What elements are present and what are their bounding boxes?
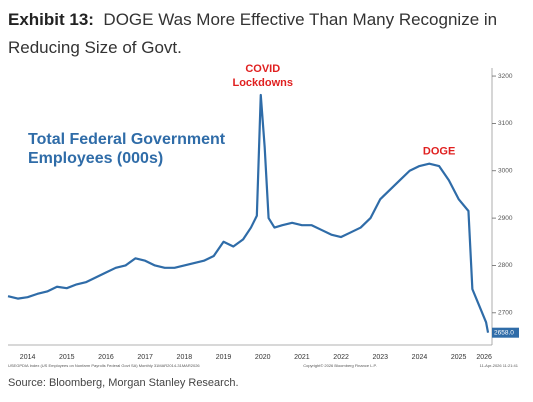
value-label: 2658.0: [494, 329, 514, 336]
annotation: DOGE: [423, 146, 455, 158]
y-tick-label: 3000: [498, 167, 513, 174]
x-tick-label: 2017: [137, 354, 153, 361]
x-tick-label: 2015: [59, 354, 75, 361]
footnote: USEGPDIA Index (US Employees on Nonfarm …: [8, 363, 200, 368]
x-tick-label: 2025: [451, 354, 467, 361]
x-tick-label: 2020: [255, 354, 271, 361]
x-tick-label: 2024: [412, 354, 428, 361]
y-tick-label: 2700: [498, 310, 513, 317]
x-tick-label: 2021: [294, 354, 310, 361]
value-label-box: [492, 327, 519, 338]
footnote: 11-Apr-2026 11:21:41: [480, 363, 519, 368]
annotation: COVID: [245, 63, 280, 75]
chart: 2700 2800 2900 3000 3100 3200 2014 2015 2016 2017…: [7, 63, 519, 368]
exhibit-label: Exhibit 13:: [8, 10, 94, 29]
x-tick-label: 2014: [20, 354, 36, 361]
x-tick-label: 2019: [216, 354, 232, 361]
footnote: Copyright© 2026 Bloomberg Finance L.P.: [303, 363, 377, 368]
series-label: Employees (000s): [28, 150, 163, 167]
y-tick-label: 2800: [498, 262, 513, 269]
series-label: Total Federal Government: [28, 131, 226, 148]
y-tick-label: 2900: [498, 215, 513, 222]
chart-title: DOGE Was More Effective Than Many Recogn…: [8, 10, 498, 57]
x-tick-label: 2016: [98, 354, 114, 361]
x-tick-label: 2026: [476, 354, 492, 361]
x-tick-label: 2022: [333, 354, 349, 361]
x-tick-label: 2018: [177, 354, 193, 361]
annotation: Lockdowns: [232, 77, 293, 89]
header: Exhibit 13: DOGE Was More Effective Than…: [8, 6, 528, 62]
y-tick-label: 3200: [498, 73, 513, 80]
x-tick-label: 2023: [372, 354, 388, 361]
source: Source: Bloomberg, Morgan Stanley Resear…: [8, 377, 239, 389]
y-tick-label: 3100: [498, 120, 513, 127]
series-line: [7, 93, 490, 333]
